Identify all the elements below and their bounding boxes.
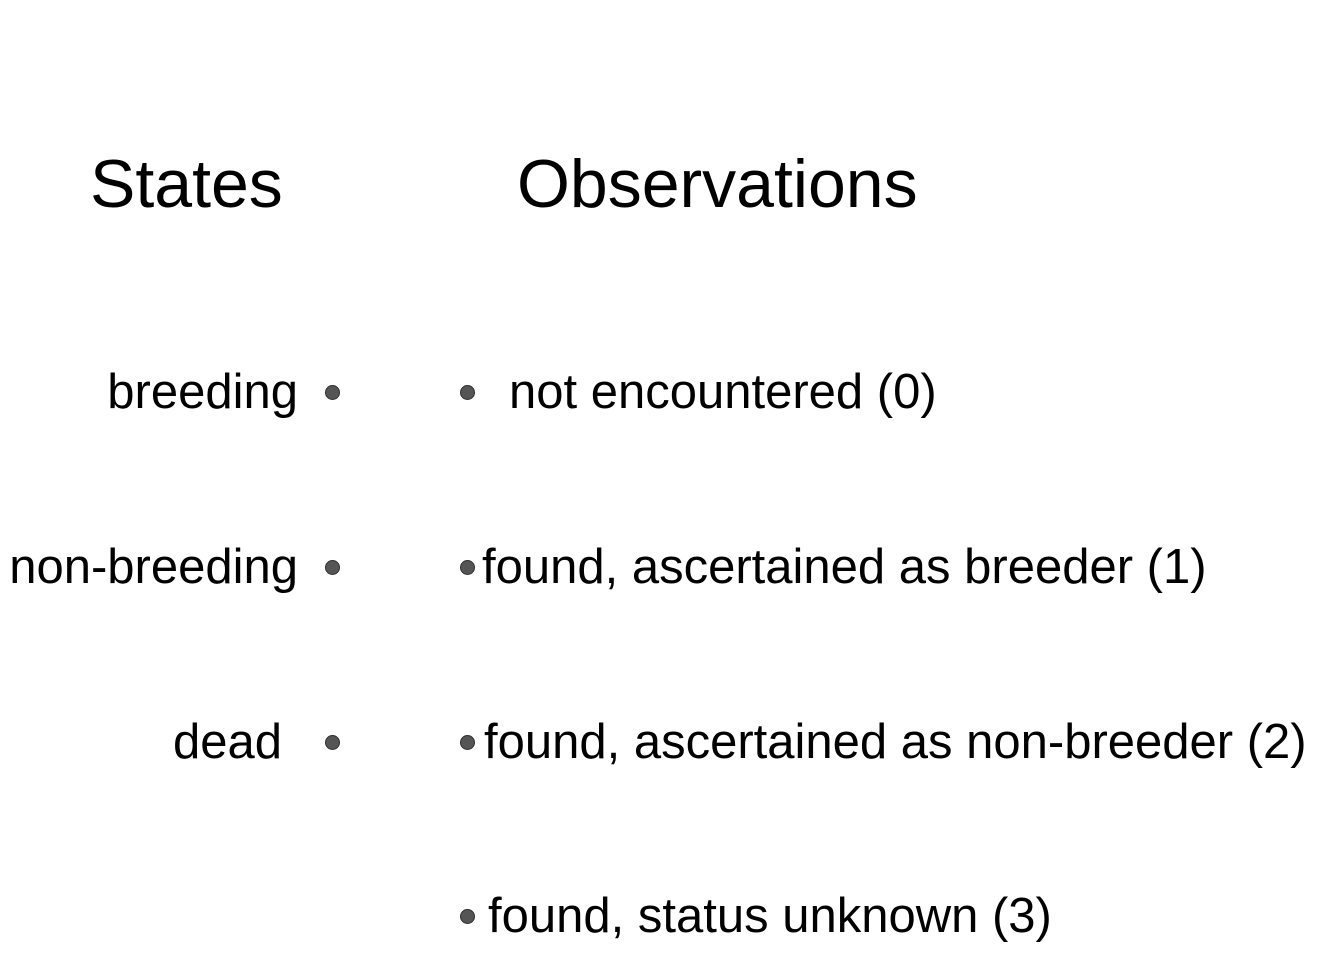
state-label-non-breeding: non-breeding xyxy=(9,540,298,594)
state-label-breeding: breeding xyxy=(107,365,298,419)
state-label-dead: dead xyxy=(172,715,282,769)
observation-label-2: found, ascertained as non-breeder (2) xyxy=(484,715,1307,769)
state-node-breeding xyxy=(325,385,340,400)
state-node-non-breeding xyxy=(325,560,340,575)
states-heading: States xyxy=(90,146,283,222)
observation-label-1: found, ascertained as breeder (1) xyxy=(482,540,1207,594)
observation-node-0 xyxy=(460,385,475,400)
observations-heading: Observations xyxy=(517,146,918,222)
state-node-dead xyxy=(325,735,340,750)
observation-label-0: not encountered (0) xyxy=(509,365,937,419)
observation-node-1 xyxy=(460,560,475,575)
observation-label-3: found, status unknown (3) xyxy=(488,889,1052,943)
observation-node-2 xyxy=(460,735,475,750)
observation-node-3 xyxy=(460,909,475,924)
